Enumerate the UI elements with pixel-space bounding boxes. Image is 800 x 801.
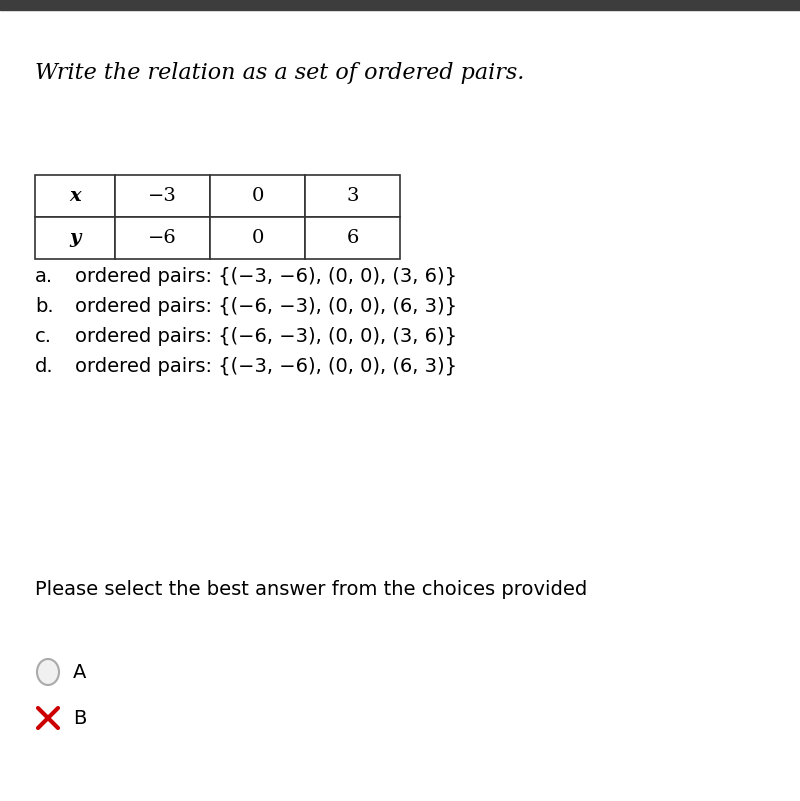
Bar [35, 217, 115, 259]
Text: Write the relation as a set of ordered pairs.: Write the relation as a set of ordered p… [35, 62, 524, 84]
Text: y: y [70, 229, 81, 247]
Bar [210, 217, 305, 259]
Text: 3: 3 [346, 187, 358, 205]
Text: d.: d. [35, 357, 54, 376]
Text: 0: 0 [251, 187, 264, 205]
Text: 0: 0 [251, 229, 264, 247]
Text: ordered pairs: {(−6, −3), (0, 0), (3, 6)}: ordered pairs: {(−6, −3), (0, 0), (3, 6)… [75, 327, 457, 346]
Text: b.: b. [35, 297, 54, 316]
Text: ordered pairs: {(−6, −3), (0, 0), (6, 3)}: ordered pairs: {(−6, −3), (0, 0), (6, 3)… [75, 297, 457, 316]
Bar [115, 217, 210, 259]
Text: x: x [69, 187, 81, 205]
Text: −3: −3 [148, 187, 177, 205]
Text: −6: −6 [148, 229, 177, 247]
Bar [305, 175, 400, 217]
Text: Please select the best answer from the choices provided: Please select the best answer from the c… [35, 580, 587, 599]
Text: 6: 6 [346, 229, 358, 247]
Bar [305, 217, 400, 259]
Text: ordered pairs: {(−3, −6), (0, 0), (3, 6)}: ordered pairs: {(−3, −6), (0, 0), (3, 6)… [75, 267, 457, 286]
Text: ordered pairs: {(−3, −6), (0, 0), (6, 3)}: ordered pairs: {(−3, −6), (0, 0), (6, 3)… [75, 357, 457, 376]
Bar [0, 0, 800, 10]
Bar [115, 175, 210, 217]
Text: a.: a. [35, 267, 53, 286]
Ellipse shape [37, 659, 59, 685]
Bar [210, 175, 305, 217]
Text: B: B [73, 709, 86, 727]
Text: A: A [73, 662, 86, 682]
Bar [35, 175, 115, 217]
Text: c.: c. [35, 327, 52, 346]
